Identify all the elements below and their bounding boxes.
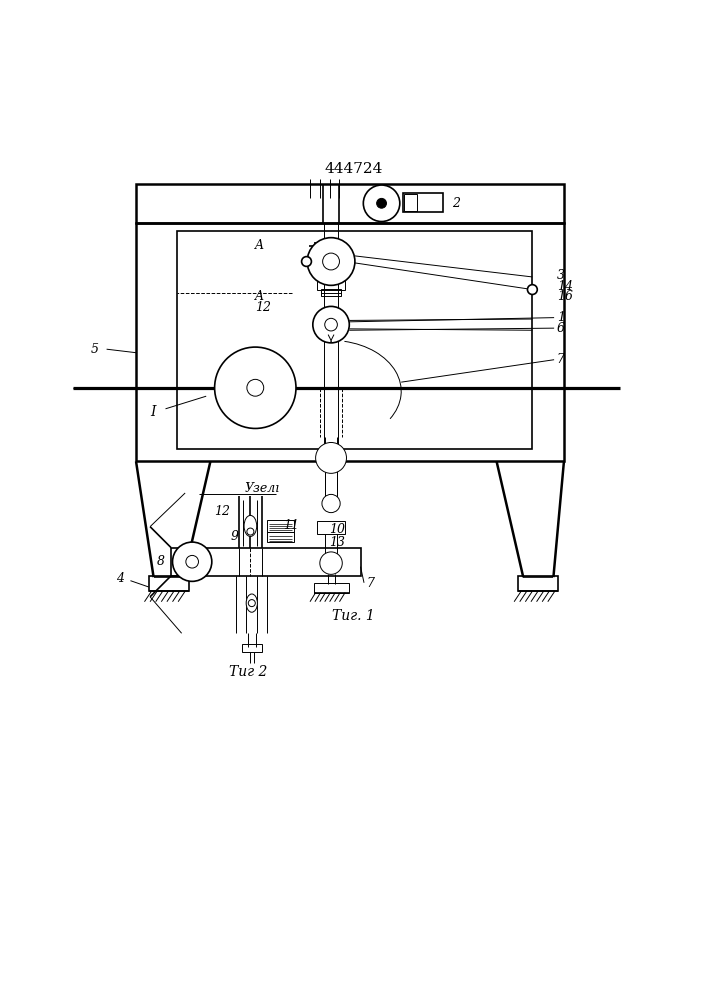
Ellipse shape	[244, 515, 257, 536]
Bar	[242, 644, 262, 652]
Text: 2: 2	[452, 197, 460, 210]
Text: 4: 4	[117, 572, 124, 585]
Text: 14: 14	[557, 280, 573, 293]
Bar	[404, 194, 416, 211]
Text: 10: 10	[329, 523, 345, 536]
Circle shape	[308, 238, 355, 285]
Text: 11: 11	[284, 519, 299, 532]
Text: 9: 9	[230, 530, 239, 543]
Bar	[313, 583, 349, 593]
Text: A: A	[255, 239, 264, 252]
Text: 1: 1	[557, 311, 565, 324]
Text: Узелı: Узелı	[245, 482, 280, 495]
Bar	[321, 289, 341, 296]
Ellipse shape	[246, 594, 257, 612]
Bar	[267, 532, 294, 542]
Bar	[136, 184, 564, 223]
Text: 12: 12	[255, 301, 271, 314]
Bar	[317, 277, 345, 290]
Circle shape	[215, 347, 296, 428]
Circle shape	[322, 494, 340, 513]
Circle shape	[247, 528, 254, 535]
Bar	[177, 231, 532, 449]
Bar	[402, 193, 443, 212]
Text: A: A	[255, 290, 264, 303]
Circle shape	[315, 442, 346, 473]
Bar	[148, 576, 189, 591]
Circle shape	[302, 257, 311, 266]
Bar	[267, 520, 294, 532]
Text: I: I	[150, 405, 156, 419]
Text: 3: 3	[557, 269, 565, 282]
Text: 13: 13	[329, 536, 345, 549]
Text: 16: 16	[557, 290, 573, 303]
Text: 6: 6	[557, 322, 565, 335]
Bar	[317, 521, 345, 534]
Text: 12: 12	[215, 505, 230, 518]
Circle shape	[363, 185, 399, 222]
Text: 8: 8	[157, 555, 165, 568]
Circle shape	[248, 600, 255, 607]
Circle shape	[325, 318, 337, 331]
Text: Τиг 2: Τиг 2	[229, 665, 267, 679]
Bar	[518, 576, 559, 591]
Circle shape	[312, 306, 349, 343]
Circle shape	[320, 552, 342, 574]
Text: 7: 7	[557, 353, 565, 366]
Text: 5: 5	[90, 343, 98, 356]
Text: 7: 7	[366, 577, 374, 590]
Circle shape	[247, 379, 264, 396]
Circle shape	[186, 555, 199, 568]
Circle shape	[527, 285, 537, 294]
Circle shape	[377, 198, 387, 208]
Text: 444724: 444724	[325, 162, 382, 176]
Bar	[171, 548, 361, 576]
Circle shape	[322, 253, 339, 270]
Circle shape	[173, 542, 212, 581]
Bar	[136, 223, 564, 461]
Text: Τиг. 1: Τиг. 1	[332, 609, 375, 623]
